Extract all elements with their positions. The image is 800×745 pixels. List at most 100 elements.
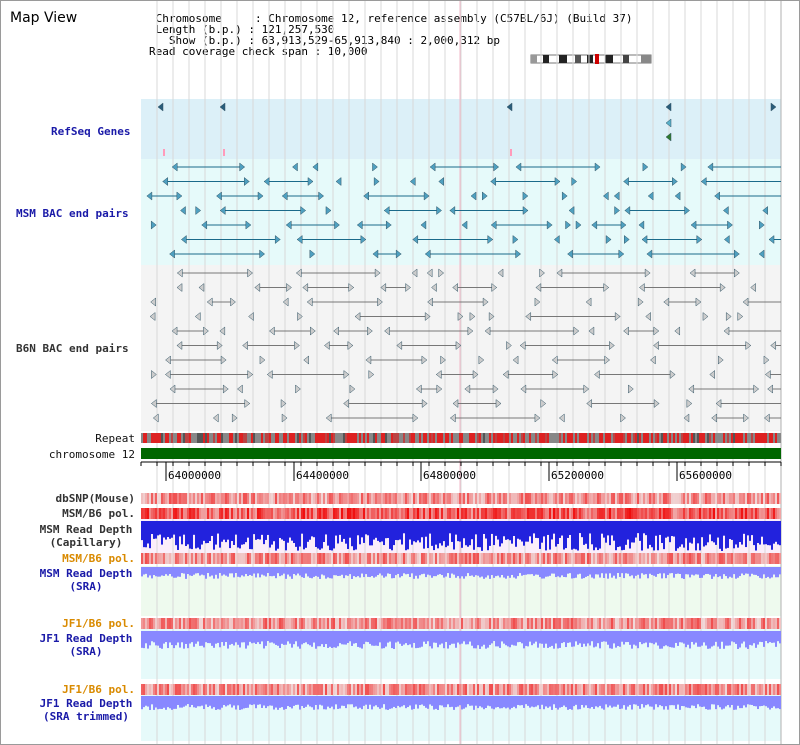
jf1-pol-strip	[193, 684, 195, 695]
jf1-depth-bar	[419, 631, 421, 648]
jf1-depth-trimmed-bar	[473, 696, 475, 710]
track-label-jf1-depth-trimmed-line2: (SRA trimmed)	[42, 710, 130, 723]
msm-depth-sra-bar	[373, 567, 375, 578]
dbsnp-strip	[279, 493, 281, 504]
track-label-refseq[interactable]: RefSeq Genes	[51, 125, 131, 138]
jf1-pol-strip	[171, 618, 173, 629]
jf1-pol-strip	[691, 618, 693, 629]
jf1-depth-bar	[645, 631, 647, 643]
jf1-depth-trimmed-bar	[185, 696, 187, 706]
track-label-msm-pol-1[interactable]: MSM/B6 pol.	[62, 507, 135, 520]
msm-depth-sra-bar	[395, 567, 397, 576]
track-label-jf1-depth[interactable]: JF1 Read Depth (SRA)	[31, 632, 141, 658]
jf1-depth-bar	[373, 631, 375, 646]
msm-depth-sra-bar	[197, 567, 199, 574]
b6n-bac-end	[281, 413, 288, 423]
jf1-pol-strip	[397, 684, 399, 695]
dbsnp-strip	[643, 493, 645, 504]
msm-depth-capillary-bar	[687, 521, 689, 551]
track-label-chromosome[interactable]: chromosome 12	[48, 448, 135, 461]
track-label-msm-bac[interactable]: MSM BAC end pairs	[16, 207, 129, 220]
b6n-bac-end	[151, 398, 157, 409]
msm-pol-strip	[515, 508, 517, 519]
jf1-pol-strip	[301, 618, 303, 629]
track-label-jf1-pol-1[interactable]: JF1/B6 pol.	[62, 617, 135, 630]
jf1-depth-bar	[295, 631, 297, 642]
dbsnp-strip	[217, 493, 219, 504]
repeat-segment	[553, 433, 555, 443]
msm-depth-sra-bar	[203, 567, 205, 576]
b6n-bac-end	[502, 369, 509, 380]
msm-pol-strip	[445, 553, 447, 564]
repeat-segment	[681, 433, 683, 443]
jf1-pol-strip	[225, 618, 227, 629]
msm-pol-strip	[459, 553, 461, 564]
jf1-depth-trimmed-bar	[439, 696, 441, 706]
msm-pol-strip	[201, 508, 203, 519]
msm-pol-strip	[409, 553, 411, 564]
jf1-depth-bar	[197, 631, 199, 642]
msm-depth-capillary-bar	[535, 521, 537, 538]
msm-pol-strip	[317, 508, 319, 519]
jf1-pol-strip	[219, 618, 221, 629]
msm-depth-sra-bar	[537, 567, 539, 575]
msm-depth-sra-bar	[195, 567, 197, 574]
repeat-segment	[677, 433, 679, 443]
msm-pol-strip	[683, 553, 685, 564]
msm-depth-capillary-bar	[611, 521, 613, 536]
track-label-b6n-bac[interactable]: B6N BAC end pairs	[16, 342, 129, 355]
repeat-segment	[503, 433, 505, 443]
track-label-msm-depth-sra[interactable]: MSM Read Depth (SRA)	[31, 567, 141, 593]
msm-depth-sra-bar	[529, 567, 531, 575]
repeat-segment	[295, 433, 297, 443]
msm-depth-capillary-bar	[409, 521, 411, 540]
repeat-segment	[765, 433, 767, 443]
jf1-depth-trimmed-bar	[513, 696, 515, 707]
jf1-depth-bar	[433, 631, 435, 643]
repeat-segment	[559, 433, 561, 443]
msm-pol-strip	[481, 553, 483, 564]
msm-pol-strip	[601, 553, 603, 564]
b6n-bac-end	[623, 326, 629, 336]
msm-pol-strip	[767, 508, 769, 519]
jf1-pol-strip	[231, 618, 233, 629]
msm-pol-strip	[471, 553, 473, 564]
jf1-pol-strip	[369, 684, 371, 695]
jf1-pol-strip	[723, 618, 725, 629]
track-label-jf1-depth-trimmed[interactable]: JF1 Read Depth (SRA trimmed)	[31, 697, 141, 723]
msm-depth-sra-bar	[339, 567, 341, 576]
track-label-msm-pol-2[interactable]: MSM/B6 pol.	[62, 552, 135, 565]
msm-pol-strip	[563, 553, 565, 564]
msm-pol-strip	[247, 508, 249, 519]
jf1-depth-bar	[577, 631, 579, 645]
track-label-repeat[interactable]: Repeat	[95, 432, 135, 445]
jf1-depth-trimmed-bar	[301, 696, 303, 707]
msm-depth-capillary-bar	[209, 521, 211, 542]
jf1-pol-strip	[313, 618, 315, 629]
msm-pol-strip	[505, 508, 507, 519]
dbsnp-strip	[489, 493, 491, 504]
dbsnp-strip	[547, 493, 549, 504]
jf1-depth-trimmed-bar	[687, 696, 689, 708]
track-label-dbsnp[interactable]: dbSNP(Mouse)	[55, 492, 135, 505]
msm-depth-sra-bar	[489, 567, 491, 579]
jf1-pol-strip	[479, 618, 481, 629]
track-label-jf1-pol-2[interactable]: JF1/B6 pol.	[62, 683, 135, 696]
msm-pol-strip	[469, 508, 471, 519]
repeat-segment	[311, 433, 313, 443]
jf1-pol-strip	[589, 684, 591, 695]
jf1-pol-strip	[617, 618, 619, 629]
msm-pol-strip	[523, 508, 525, 519]
chromosome-ideogram[interactable]	[529, 53, 654, 65]
track-label-msm-depth-capillary[interactable]: MSM Read Depth (Capillary)	[31, 523, 141, 549]
jf1-pol-strip	[487, 618, 489, 629]
jf1-depth-trimmed-bar	[517, 696, 519, 705]
dbsnp-strip	[285, 493, 287, 504]
msm-bac-end	[546, 220, 553, 230]
msm-depth-capillary-bar	[655, 521, 657, 536]
msm-pol-strip	[483, 508, 485, 519]
jf1-pol-strip	[555, 618, 557, 629]
msm-pol-strip	[549, 553, 551, 564]
